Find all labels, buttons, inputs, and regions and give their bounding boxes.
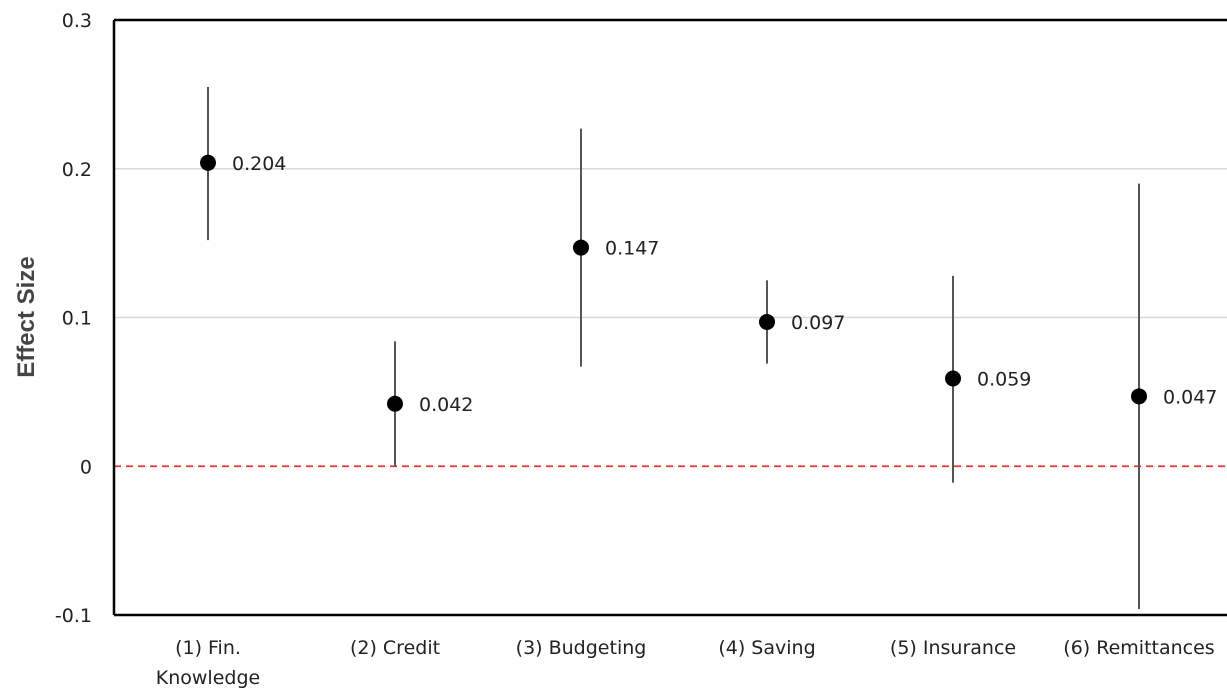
error-bars [207, 86, 1140, 610]
gridlines [114, 168, 1227, 319]
x-category-label: (4) Saving [718, 637, 815, 659]
y-tick-label: 0.2 [62, 159, 92, 181]
data-label: 0.059 [977, 368, 1031, 390]
y-tick-label: 0 [80, 456, 92, 478]
data-label: 0.047 [1163, 386, 1217, 408]
y-axis-title: Effect Size [13, 256, 40, 377]
x-category-label: Knowledge [156, 667, 260, 689]
data-label: 0.204 [232, 153, 286, 175]
y-tick-label: 0.3 [62, 10, 92, 32]
y-tick-label: 0.1 [62, 308, 92, 330]
data-points [200, 154, 1147, 412]
x-category-label: (3) Budgeting [516, 637, 647, 659]
y-tick-label: -0.1 [55, 605, 92, 627]
data-point [945, 370, 961, 387]
data-label: 0.097 [791, 312, 845, 334]
plot-frame [112, 18, 1227, 617]
x-axis-category-labels: (1) Fin. Knowledge (2) Credit (3) Budgeting… [156, 637, 1215, 689]
data-label: 0.147 [605, 238, 659, 260]
data-point [573, 239, 589, 256]
data-label: 0.042 [419, 394, 473, 416]
x-category-label: (5) Insurance [890, 637, 1016, 659]
data-point [200, 154, 216, 171]
x-category-label: (2) Credit [350, 637, 440, 659]
data-labels: 0.204 0.042 0.147 0.097 0.059 0.047 [232, 153, 1217, 416]
data-point [759, 313, 775, 330]
y-axis-tick-labels: -0.1 0 0.1 0.2 0.3 [55, 10, 92, 627]
x-category-label: (6) Remittances [1063, 637, 1214, 659]
data-point [1131, 388, 1147, 405]
x-category-label: (1) Fin. [175, 637, 241, 659]
data-point [387, 395, 403, 412]
